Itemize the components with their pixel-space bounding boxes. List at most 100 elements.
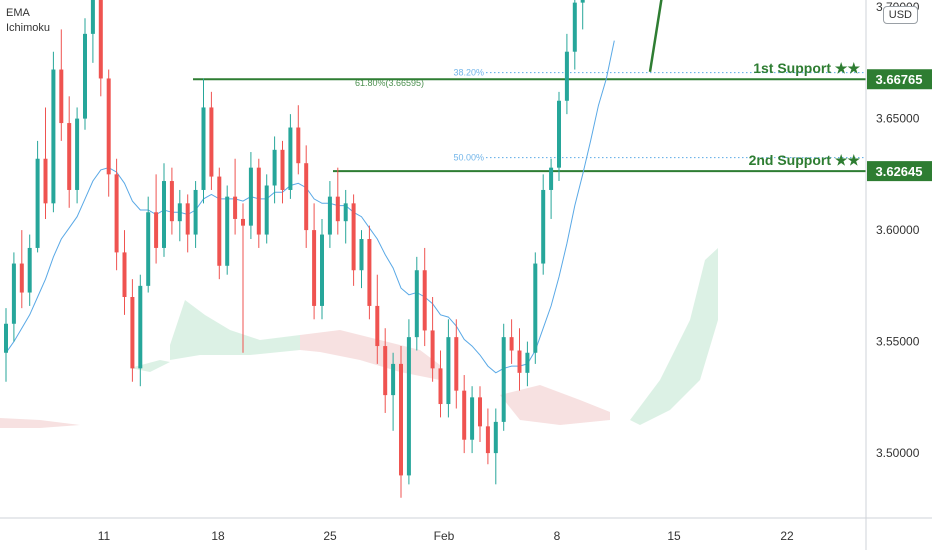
candle	[517, 328, 522, 391]
candle-body	[185, 203, 190, 235]
fibonacci-lines: 161.80%127.20%38.20%61.80%(3.66595)50.00…	[355, 68, 866, 163]
candle	[438, 350, 443, 418]
candle	[557, 91, 561, 182]
candle	[446, 319, 451, 418]
candle	[106, 69, 111, 197]
candle-body	[162, 181, 166, 248]
candle	[209, 91, 214, 190]
candle-body	[517, 350, 522, 373]
candle-body	[264, 185, 269, 235]
candle-body	[169, 181, 174, 222]
candle-body	[4, 323, 8, 353]
candle-body	[383, 346, 388, 396]
candle-body	[549, 167, 554, 190]
time-tick-label: 15	[667, 529, 681, 543]
candle-body	[572, 2, 577, 52]
candle	[509, 319, 514, 364]
time-tick-label: 11	[98, 529, 111, 543]
candle	[580, 0, 585, 30]
candle-body	[154, 212, 159, 248]
ichimoku-cloud	[0, 248, 718, 428]
candle-body	[11, 263, 16, 324]
candle-body	[138, 285, 143, 369]
candle-body	[67, 123, 72, 190]
candle-body	[304, 163, 309, 231]
candle-body	[580, 0, 585, 3]
projection-arrow	[648, 0, 663, 72]
cloud-segment	[130, 360, 170, 372]
candle-body	[256, 167, 261, 235]
candle-body	[90, 0, 95, 34]
candle-body	[525, 352, 530, 373]
candle-body	[146, 212, 151, 286]
candle	[320, 218, 324, 320]
candle-body	[114, 174, 119, 253]
candle	[122, 230, 127, 315]
candle	[470, 386, 475, 454]
candle	[541, 174, 546, 275]
candle	[367, 225, 372, 320]
currency-badge[interactable]: USD	[882, 6, 918, 24]
candle-body	[509, 337, 514, 351]
candle	[564, 33, 569, 115]
candle	[572, 0, 577, 70]
candle	[454, 319, 459, 409]
price-tick-label: 3.65000	[876, 112, 920, 126]
candle-body	[51, 69, 56, 204]
time-tick-label: 8	[554, 529, 561, 543]
candle-body	[217, 176, 222, 266]
candle	[138, 274, 143, 387]
candle-body	[98, 0, 103, 79]
indicator-ichimoku-label[interactable]: Ichimoku	[6, 22, 51, 34]
candle	[146, 196, 151, 293]
candle-body	[233, 196, 238, 219]
candle	[335, 167, 340, 235]
candle-body	[35, 158, 40, 248]
fib-label: 38.20%	[453, 68, 484, 78]
candle-body	[130, 297, 135, 369]
candle	[485, 408, 490, 465]
candle	[169, 167, 174, 235]
candle	[4, 308, 8, 382]
candle	[241, 203, 245, 353]
cloud-segment	[0, 418, 80, 428]
candle-body	[375, 305, 380, 347]
candle-body	[493, 421, 498, 454]
candle	[59, 29, 64, 141]
candle-body	[335, 196, 340, 222]
candle	[193, 181, 198, 248]
candle-body	[438, 368, 443, 405]
indicator-ema-label[interactable]: EMA	[6, 7, 30, 19]
candle-body	[557, 100, 561, 168]
candle	[130, 279, 135, 382]
candle-body	[399, 363, 403, 476]
candle	[248, 152, 253, 240]
level-badge	[867, 69, 932, 90]
candle	[98, 0, 103, 97]
candle	[114, 158, 119, 271]
price-tick-label: 3.50000	[876, 446, 920, 460]
candle-body	[470, 397, 475, 440]
candle	[233, 158, 238, 235]
candle	[185, 194, 190, 253]
candle	[525, 341, 530, 387]
candle	[35, 140, 40, 253]
candle-body	[19, 263, 24, 293]
level-label: 1st Support ★★	[753, 60, 860, 76]
candle	[493, 408, 498, 485]
cloud-segment	[500, 385, 610, 425]
candle-body	[454, 337, 459, 391]
candle	[312, 203, 317, 320]
candle	[11, 252, 16, 342]
time-tick-label: 25	[323, 529, 337, 543]
candle-body	[241, 218, 245, 226]
candle	[162, 163, 166, 257]
candle-body	[288, 127, 293, 190]
level-lines: 1st Resistance ★Upside Confirmation1st S…	[193, 60, 866, 173]
level-badge-label: 3.62645	[876, 164, 923, 179]
cloud-segment	[170, 300, 300, 360]
candle	[327, 181, 332, 248]
candle-body	[193, 189, 198, 235]
